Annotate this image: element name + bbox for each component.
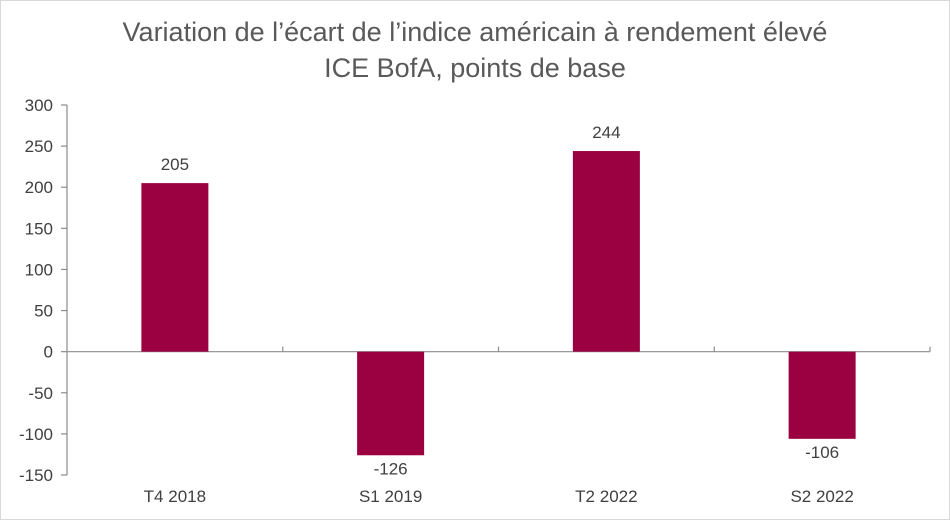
y-tick-label: -100 xyxy=(19,425,53,444)
x-tick-label: T4 2018 xyxy=(144,487,206,506)
x-tick-label: S2 2022 xyxy=(790,487,853,506)
y-tick-label: -150 xyxy=(19,466,53,485)
bar-s1-2019 xyxy=(357,351,425,456)
y-tick-label: 50 xyxy=(34,302,53,321)
bar-t4-2018 xyxy=(141,183,209,352)
x-tick-label: S1 2019 xyxy=(359,487,422,506)
bar-t2-2022 xyxy=(572,151,640,352)
x-tick-label: T2 2022 xyxy=(575,487,637,506)
chart-title-line: Variation de l’écart de l’indice américa… xyxy=(122,17,828,47)
y-tick-label: 300 xyxy=(25,96,53,115)
y-tick-label: 250 xyxy=(25,137,53,156)
y-tick-label: -50 xyxy=(28,384,53,403)
y-tick-label: 200 xyxy=(25,178,53,197)
chart-title: Variation de l’écart de l’indice américa… xyxy=(0,14,950,86)
bar-s2-2022 xyxy=(788,351,856,439)
data-label: 244 xyxy=(592,123,620,142)
y-tick-label: 150 xyxy=(25,219,53,238)
y-tick-label: 0 xyxy=(44,343,53,362)
data-label: -106 xyxy=(805,443,839,462)
data-label: 205 xyxy=(161,155,189,174)
y-tick-label: 100 xyxy=(25,260,53,279)
chart-subtitle: ICE BofA, points de base xyxy=(324,53,626,83)
data-label: -126 xyxy=(374,459,408,478)
